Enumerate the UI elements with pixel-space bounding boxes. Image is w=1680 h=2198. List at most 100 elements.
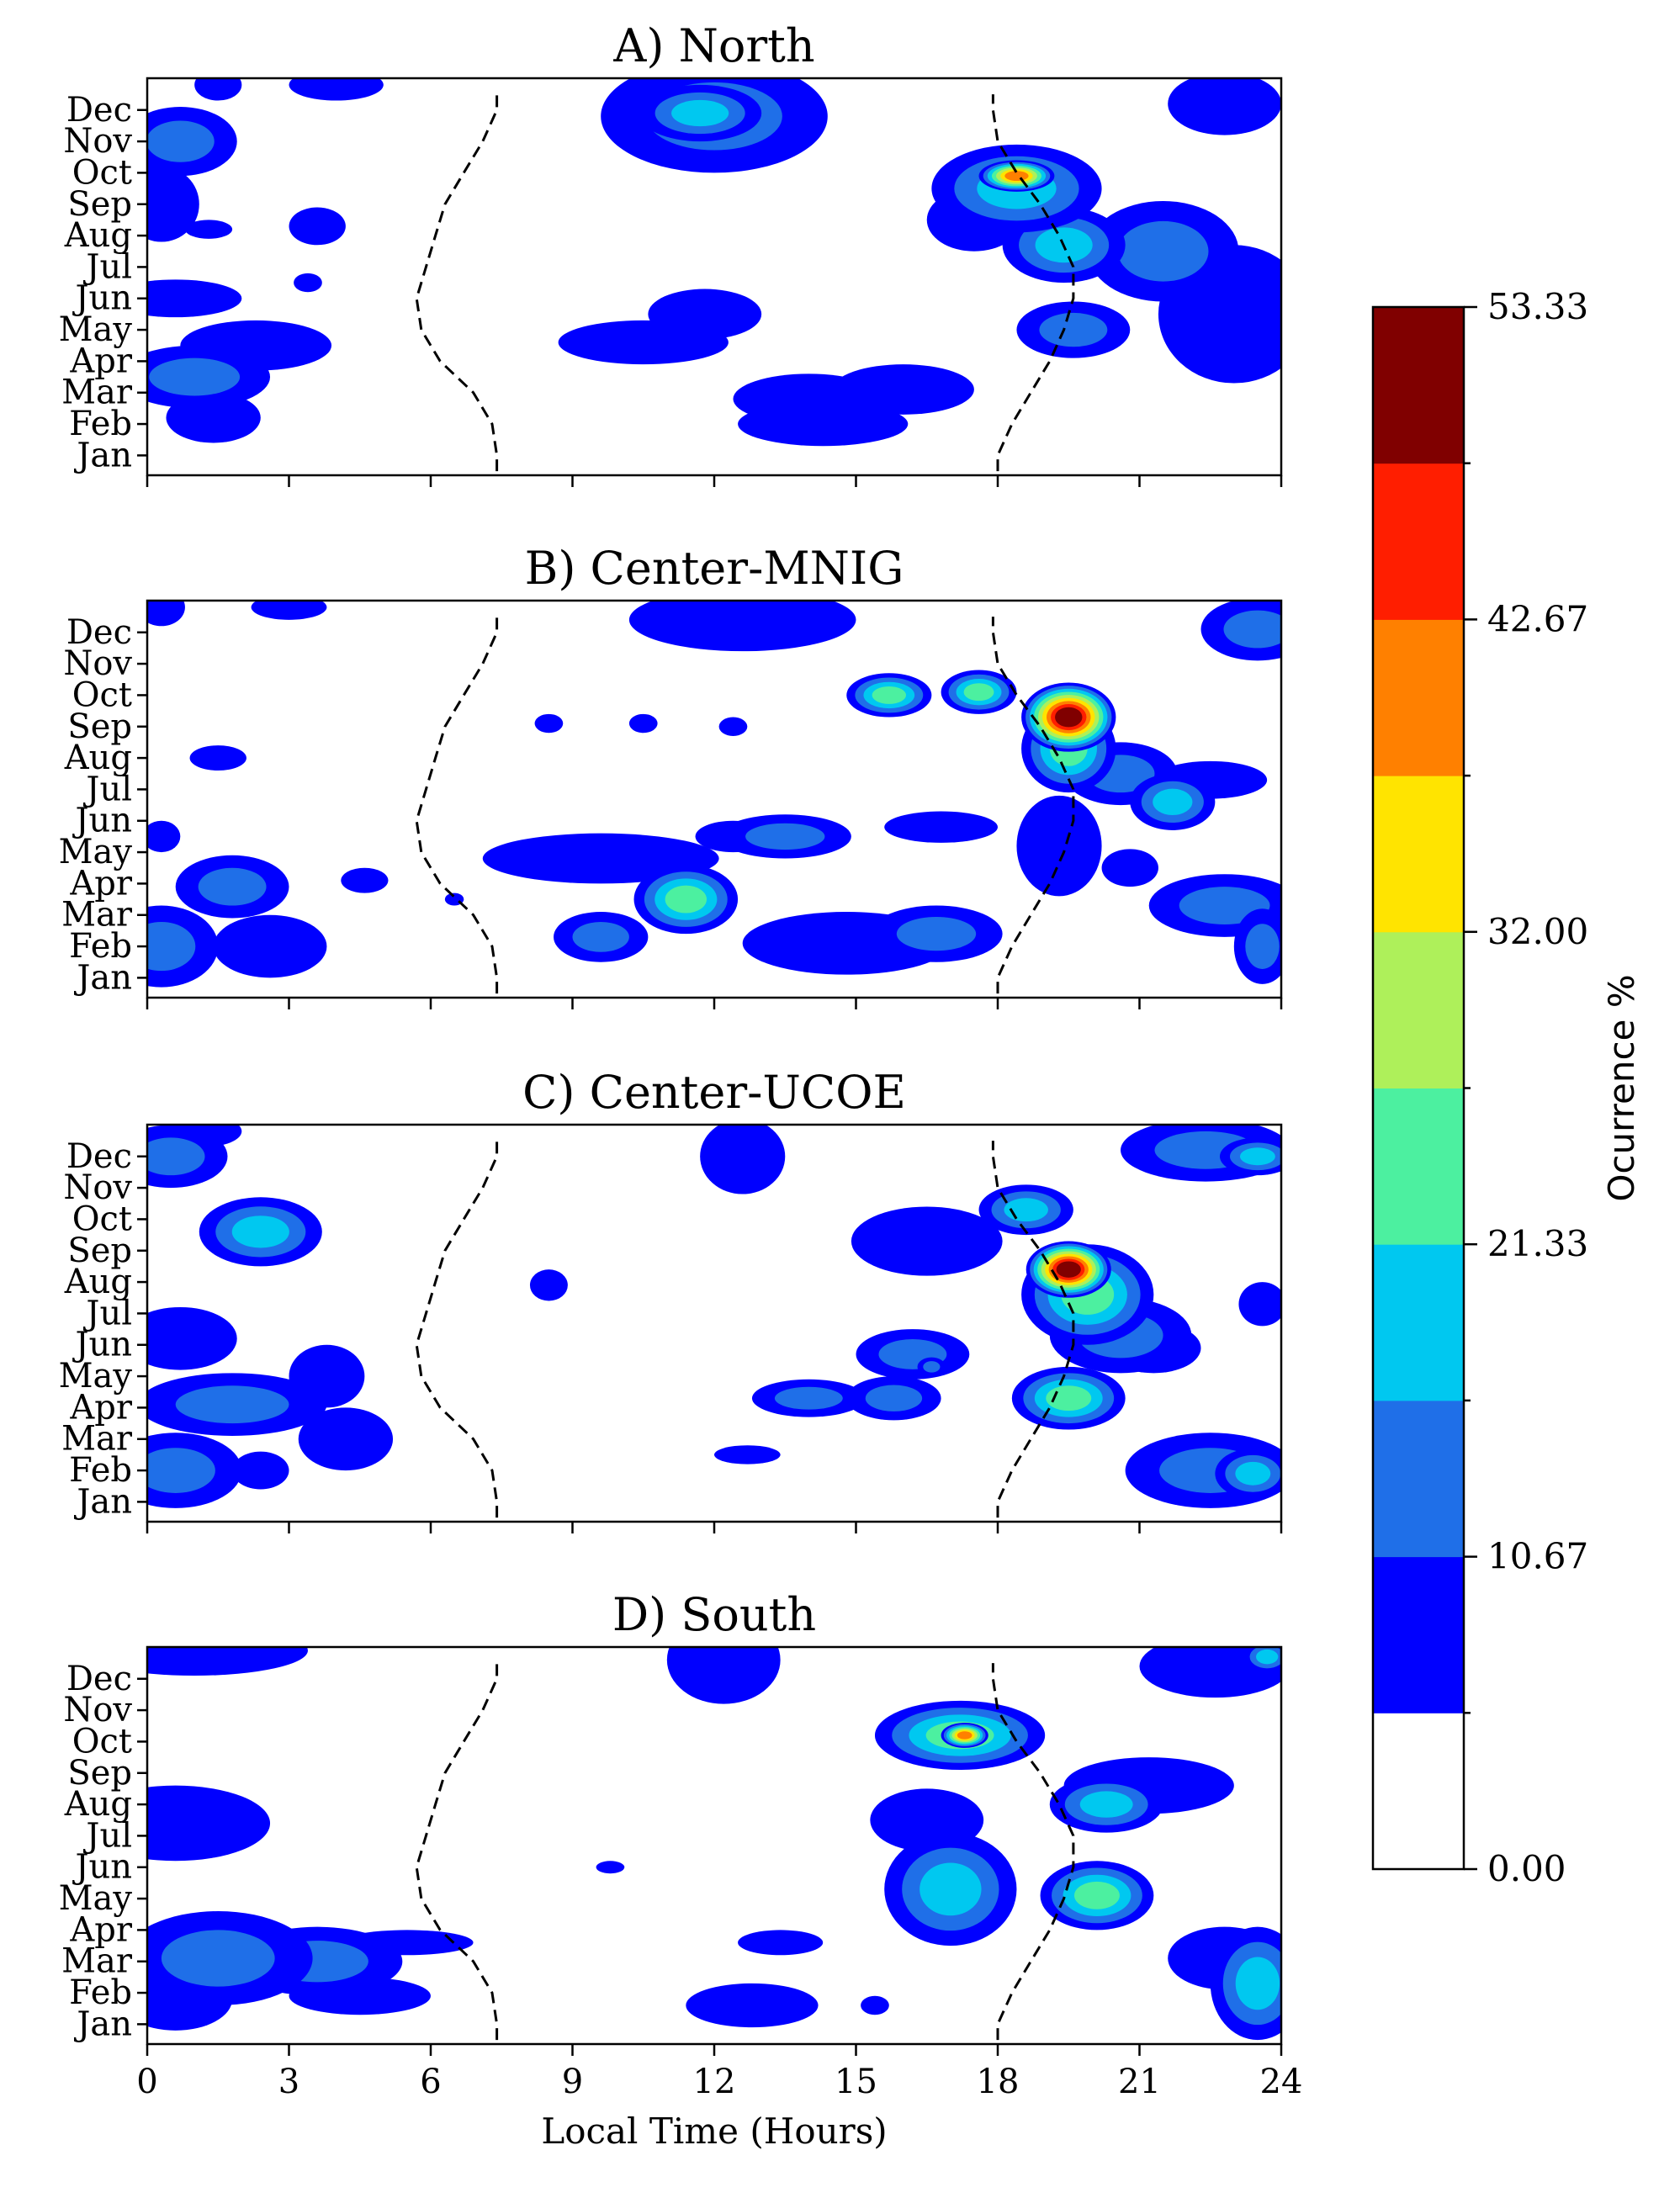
y-tick-label: Sep <box>67 185 132 224</box>
contour-fill <box>147 601 1281 988</box>
y-tick-label: Sep <box>67 1231 132 1270</box>
y-tick-label: Sep <box>67 707 132 746</box>
y-tick-label: Oct <box>72 153 132 192</box>
contour-blob-4-level-1 <box>147 279 242 318</box>
colorbar-segment-4 <box>1373 1088 1464 1245</box>
contour-blob-1-level-1 <box>861 1995 889 2015</box>
y-tick-label: Jun <box>72 802 132 840</box>
y-tick-label: Feb <box>69 927 132 966</box>
x-tick-label: 18 <box>977 2063 1020 2101</box>
contour-blob-13-level-1 <box>213 914 327 978</box>
y-tick-label: May <box>59 1879 133 1918</box>
sunset-line <box>991 1141 1075 1518</box>
contour-blob-1-level-1 <box>714 1445 781 1464</box>
y-tick-label: Mar <box>61 1942 133 1981</box>
contour-blob-5-level-1 <box>686 1983 819 2028</box>
contour-blob-7-level-1 <box>628 713 658 734</box>
panel-title: A) North <box>612 19 814 72</box>
y-tick-label: Nov <box>63 1691 132 1729</box>
y-tick-label: Mar <box>61 373 133 412</box>
y-tick-label: Sep <box>67 1754 132 1793</box>
y-tick-label: Apr <box>69 342 132 380</box>
contour-blob-7-level-1 <box>666 1647 781 1704</box>
colorbar-segment-2 <box>1373 1400 1464 1558</box>
y-tick-label: Nov <box>63 644 132 683</box>
contour-blob-6-level-1 <box>147 1306 237 1370</box>
contour-blob-27-level-3 <box>1153 788 1193 816</box>
colorbar-tick-label: 21.33 <box>1487 1223 1588 1264</box>
colorbar-segment-6 <box>1373 776 1464 933</box>
contour-blob-0-level-1 <box>529 1269 568 1301</box>
y-tick-label: Dec <box>66 91 132 130</box>
contour-blob-26-level-2 <box>1223 610 1281 649</box>
contour-blob-12-level-1 <box>884 811 998 843</box>
terminator <box>415 94 1075 472</box>
y-tick-label: May <box>59 1357 133 1396</box>
colorbar-segment-7 <box>1373 619 1464 776</box>
y-tick-label: Jun <box>72 279 132 318</box>
y-tick-label: Jun <box>72 1848 132 1887</box>
contour-blob-2-level-1 <box>189 745 246 771</box>
y-tick-label: Aug <box>64 216 132 255</box>
contour-blob-1-level-1 <box>294 273 322 293</box>
panel-4: D) South JanFebMarAprMayJunJulAugSepOctNo… <box>59 1588 1283 2056</box>
x-tick-label: 21 <box>1118 2063 1161 2101</box>
contour-blob-18-level-3 <box>1235 1957 1280 2010</box>
contour-blob-23-level-3 <box>1239 1147 1275 1166</box>
y-tick-label: Mar <box>61 1420 133 1459</box>
contour-fill <box>147 1647 1281 2041</box>
contour-blob-20-level-4 <box>1073 1881 1120 1909</box>
contour-blob-2-level-1 <box>194 78 242 101</box>
contour-blob-5-level-1 <box>1238 1282 1281 1327</box>
terminator <box>415 1141 1075 1518</box>
contour-blob-16-level-2 <box>147 1137 205 1176</box>
contour-blob-4-level-1 <box>700 1125 786 1194</box>
y-tick-label: Aug <box>64 1785 132 1824</box>
y-tick-label: Nov <box>63 1168 132 1207</box>
contour-blob-19-level-2 <box>572 921 629 952</box>
y-tick-label: Aug <box>64 739 132 777</box>
panel-title: C) Center-UCOE <box>522 1066 906 1119</box>
contour-blob-23-level-2 <box>896 916 977 951</box>
contour-blob-6-level-1 <box>147 1647 308 1676</box>
y-tick-label: Dec <box>66 1660 132 1698</box>
x-tick-label: 0 <box>136 2063 157 2101</box>
contour-blob-18-level-2 <box>1117 220 1209 282</box>
colorbar-segment-3 <box>1373 1244 1464 1401</box>
contour-blob-17-level-2 <box>175 1385 289 1424</box>
terminator <box>415 1663 1075 2041</box>
panels-group: A) NorthJanFebMarAprMayJunJulAugSepOctNo… <box>59 19 1283 2056</box>
sunset-line <box>991 617 1075 994</box>
y-tick-label: Oct <box>72 1200 132 1238</box>
colorbar: 53.33 42.67 32.00 21.33 10.67 0.00 Ocurrence % <box>1371 286 1642 1889</box>
y-tick-label: Jan <box>73 958 132 997</box>
panel-1: A) North JanFebMarAprMayJunJulAugSepOctNo… <box>59 19 1283 487</box>
y-tick-label: May <box>59 833 133 871</box>
contour-blob-9-level-1 <box>1101 849 1158 887</box>
contour-blob-28-level-4 <box>872 686 907 704</box>
y-tick-label: Jun <box>72 1326 132 1364</box>
colorbar-segment-9 <box>1373 307 1464 464</box>
contour-blob-13-level-2 <box>774 1386 843 1410</box>
y-tick-label: Apr <box>69 1388 132 1427</box>
panel-2: B) Center-MNIG JanFebMarAprMayJunJulAugSe… <box>59 542 1283 1009</box>
contour-blob-15-level-2 <box>161 1930 275 1987</box>
contour-blob-6-level-1 <box>289 78 384 101</box>
contour-blob-18-level-2 <box>865 1385 923 1411</box>
colorbar-tick-label: 42.67 <box>1487 598 1588 639</box>
y-tick-label: Dec <box>66 1137 132 1176</box>
contour-blob-4-level-1 <box>251 601 327 620</box>
contour-blob-10-level-1 <box>1168 78 1281 135</box>
contour-blob-15-level-1 <box>832 364 974 415</box>
contour-blob-27-level-9 <box>1056 1261 1081 1278</box>
y-tick-label: Apr <box>69 864 132 903</box>
y-tick-label: Aug <box>64 1263 132 1301</box>
contour-blob-10-level-1 <box>851 1206 1003 1276</box>
y-tick-label: Jul <box>82 1816 132 1855</box>
colorbar-tick-label: 53.33 <box>1487 286 1588 327</box>
contour-blob-29-level-4 <box>963 683 994 702</box>
sunset-line <box>991 1663 1075 2041</box>
y-tick-label: Feb <box>69 1973 132 2012</box>
x-tick-label: 24 <box>1260 2063 1303 2101</box>
contour-blob-3-level-1 <box>147 601 185 627</box>
